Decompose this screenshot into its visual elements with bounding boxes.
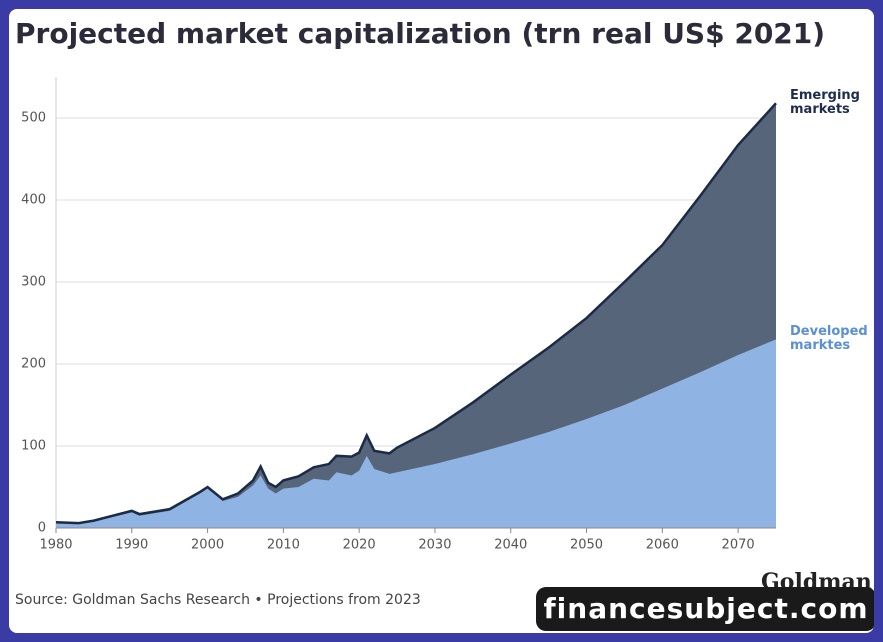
legend-label: Emerging markets: [790, 88, 860, 118]
chart-title: Projected market capitalization (trn rea…: [15, 17, 826, 50]
y-tick-label: 400: [21, 193, 46, 208]
y-tick-label: 0: [38, 521, 46, 536]
x-tick-label: 1990: [115, 538, 148, 553]
x-tick-label: 2010: [267, 538, 300, 553]
area: [56, 103, 776, 524]
x-tick-label: 2030: [418, 538, 451, 553]
x-tick-label: 2050: [570, 538, 603, 553]
area-line: [55, 102, 777, 525]
x-tick-label: 2070: [722, 538, 755, 553]
watermark: financesubject.com: [536, 587, 874, 631]
x-tick-label: 2060: [646, 538, 679, 553]
y-tick-label: 200: [21, 357, 46, 372]
x-tick-label: 1980: [39, 538, 72, 553]
x-tick-label: 2020: [343, 538, 376, 553]
source: Source: Goldman Sachs Research • Project…: [15, 592, 421, 608]
area: [56, 339, 776, 528]
y-tick-label: 500: [21, 111, 46, 126]
chart: 0 100 200 300 400 500 1980 1990 2000 2010 2020 2030…: [21, 77, 777, 553]
card: 0 100 200 300 400 500 1980 1990 2000 2010 2020 2030…: [9, 9, 874, 633]
legend-label: Developed marktes: [790, 324, 868, 354]
y-tick-label: 100: [21, 439, 46, 454]
y-tick-label: 300: [21, 275, 46, 290]
x-tick-label: 2000: [191, 538, 224, 553]
x-tick-label: 2040: [494, 538, 527, 553]
